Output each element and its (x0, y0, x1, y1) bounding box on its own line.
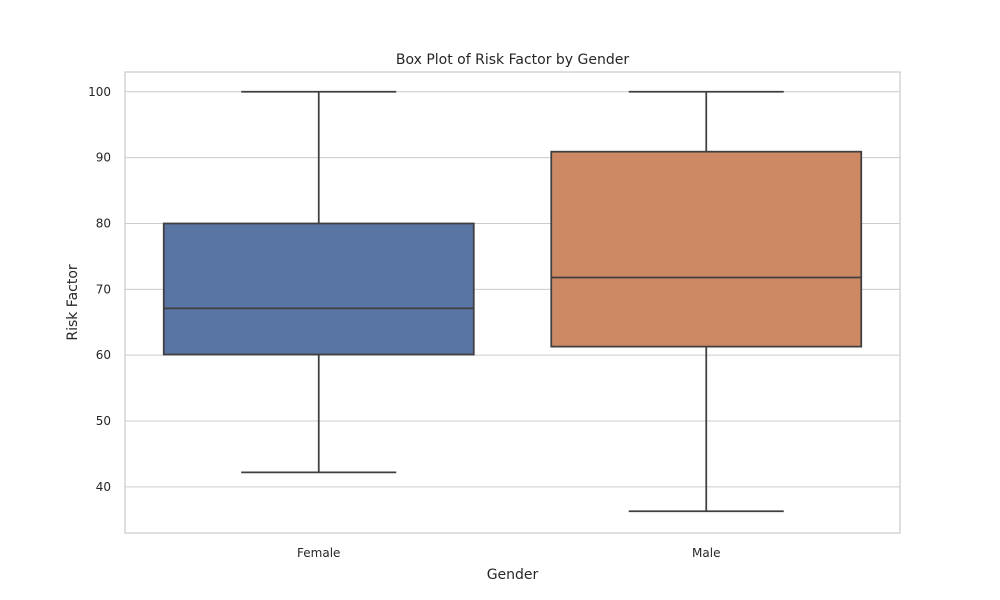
y-tick-label-70: 70 (96, 282, 111, 296)
y-tick-label-90: 90 (96, 151, 111, 165)
y-axis-label: Risk Factor (65, 264, 81, 341)
y-tick-label-60: 60 (96, 348, 111, 362)
box-male (550, 90, 863, 513)
iqr-box-female (162, 222, 475, 356)
x-tick-label-male: Male (692, 546, 720, 560)
y-tick-label-40: 40 (96, 480, 111, 494)
iqr-box-male (550, 150, 863, 348)
box-female (162, 90, 475, 474)
plot-frame (124, 71, 901, 534)
y-tick-label-50: 50 (96, 414, 111, 428)
chart-title: Box Plot of Risk Factor by Gender (396, 52, 629, 68)
x-axis-label: Gender (487, 567, 539, 583)
y-tick-labels: 40 50 60 70 80 90 100 (88, 85, 111, 494)
y-tick-label-80: 80 (96, 216, 111, 230)
x-tick-label-female: Female (297, 546, 340, 560)
y-tick-label-100: 100 (88, 85, 111, 99)
x-tick-labels: Female Male (297, 546, 720, 560)
boxes-group (162, 90, 863, 513)
